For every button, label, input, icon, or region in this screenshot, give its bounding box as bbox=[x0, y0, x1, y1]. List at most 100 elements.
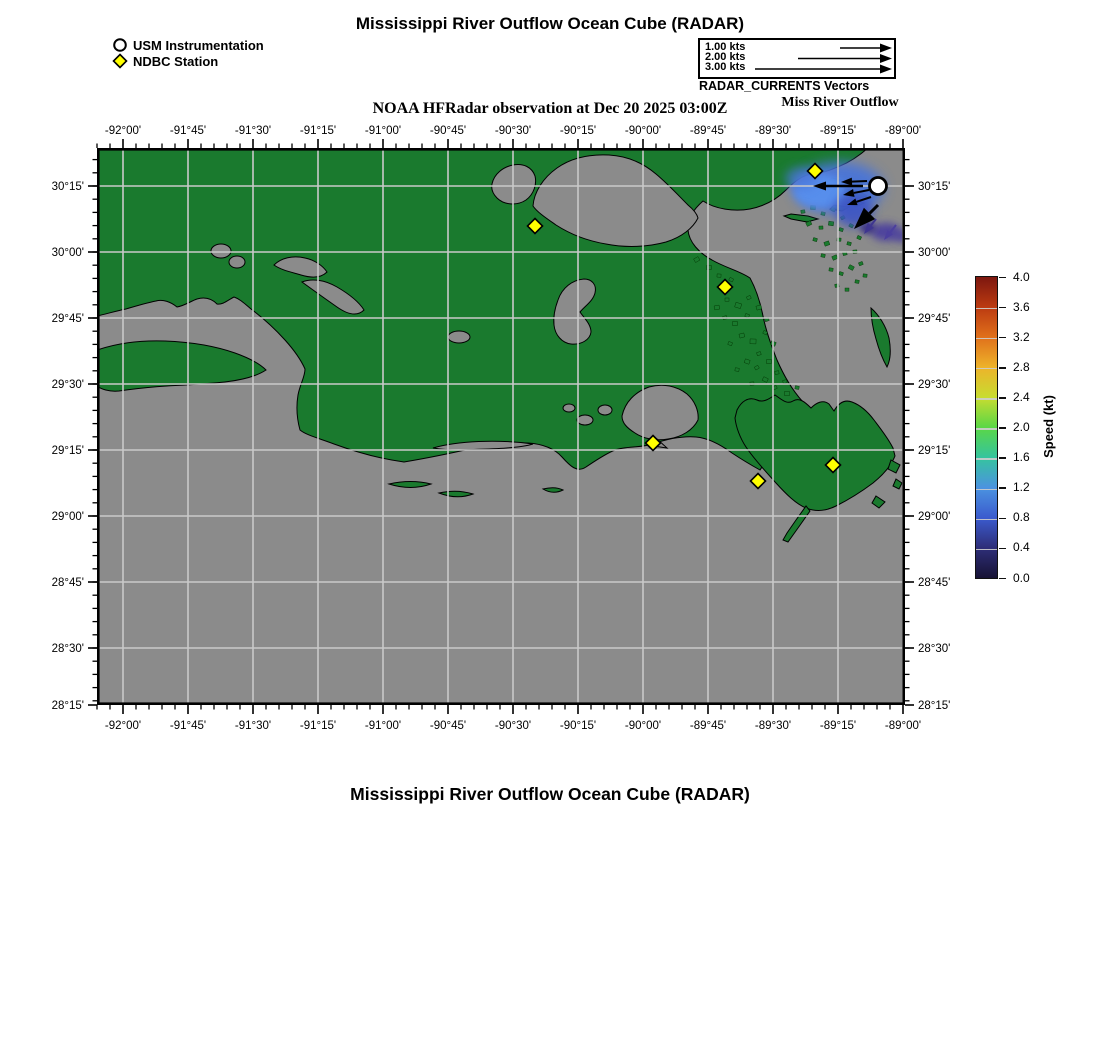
current-vector-arrow-head bbox=[864, 222, 874, 234]
colorbar-tick bbox=[999, 336, 1006, 339]
lon-tick-label: -90°30' bbox=[495, 125, 531, 137]
lake-verret bbox=[273, 256, 328, 278]
current-vector-arrow bbox=[856, 196, 872, 203]
marsh-speckle bbox=[818, 225, 824, 230]
lat-tick-label: 29°00' bbox=[52, 511, 84, 523]
speed-colorbar-title-wrap: Speed (kt) bbox=[1028, 276, 1068, 577]
ndbc-diamond-icon bbox=[112, 53, 128, 69]
marsh-speckle bbox=[828, 267, 834, 272]
coastal-map bbox=[97, 148, 905, 705]
colorbar-tick bbox=[999, 276, 1006, 279]
colorbar-separator bbox=[976, 518, 997, 520]
marsh-speckle bbox=[847, 264, 855, 271]
marsh-speckle bbox=[713, 304, 720, 311]
map-gridlines bbox=[97, 148, 905, 705]
lat-tick-label: 28°30' bbox=[52, 643, 84, 655]
barrier-island bbox=[387, 481, 433, 488]
small-lake bbox=[447, 330, 471, 344]
lake-salvador bbox=[553, 278, 596, 345]
lon-tick-label: -91°00' bbox=[365, 720, 401, 732]
vector-scale-1kt: 1.00 kts bbox=[705, 41, 746, 53]
colorbar-tick bbox=[999, 306, 1006, 309]
lat-tick-label: 29°00' bbox=[918, 511, 950, 523]
lon-tick-label: -90°45' bbox=[430, 720, 466, 732]
vector-scale-arrows bbox=[755, 43, 892, 74]
lat-tick-label: 29°30' bbox=[918, 379, 950, 391]
colorbar-tick bbox=[999, 457, 1006, 459]
chandeleur-islands bbox=[870, 306, 891, 369]
marsh-speckle bbox=[805, 220, 813, 227]
marsh-speckle bbox=[753, 364, 760, 371]
colorbar-separator bbox=[976, 428, 997, 430]
vector-scale-caption: RADAR_CURRENTS Vectors bbox=[699, 79, 870, 93]
lon-tick-label: -89°15' bbox=[820, 125, 856, 137]
current-vector-arrow-head bbox=[843, 188, 855, 197]
lat-tick-label: 29°45' bbox=[52, 313, 84, 325]
lon-tick-label: -89°00' bbox=[885, 125, 921, 137]
vector-scale-arrow-head bbox=[880, 54, 892, 63]
lon-tick-label: -91°45' bbox=[170, 125, 206, 137]
usm-circle-icon bbox=[113, 38, 127, 52]
marsh-speckle bbox=[746, 295, 752, 301]
marsh-speckle bbox=[812, 237, 818, 242]
marsh-speckle bbox=[774, 370, 780, 375]
marsh-speckle bbox=[716, 273, 722, 278]
current-vector-arrow bbox=[853, 189, 870, 194]
lon-tick-label: -90°15' bbox=[560, 720, 596, 732]
marsh-speckle bbox=[732, 321, 738, 326]
marsh-speckle bbox=[858, 261, 864, 267]
legend-usm-row: USM Instrumentation bbox=[112, 37, 264, 53]
lon-tick-label: -92°00' bbox=[105, 720, 141, 732]
colorbar-separator bbox=[976, 307, 997, 310]
colorbar-tick bbox=[999, 577, 1006, 580]
marsh-speckle bbox=[846, 241, 852, 246]
marsh-speckle bbox=[744, 313, 750, 319]
lat-tick-label: 28°30' bbox=[918, 643, 950, 655]
marsh-speckle bbox=[782, 379, 788, 384]
marsh-speckle bbox=[734, 302, 742, 309]
marsh-speckle bbox=[706, 265, 712, 270]
legend-usm-label: USM Instrumentation bbox=[133, 37, 264, 53]
small-bay bbox=[562, 403, 576, 413]
lon-tick-label: -89°45' bbox=[690, 720, 726, 732]
lon-tick-label: -89°45' bbox=[690, 125, 726, 137]
marsh-speckle bbox=[856, 235, 862, 241]
ndbc-station-marker bbox=[806, 162, 824, 180]
colorbar-tick bbox=[999, 517, 1006, 520]
bottom-title: Mississippi River Outflow Ocean Cube (RA… bbox=[350, 784, 750, 804]
current-vector-arrow bbox=[889, 224, 897, 233]
current-vector-arrow-head bbox=[841, 177, 853, 186]
lat-tick-label: 29°30' bbox=[52, 379, 84, 391]
colorbar-tick bbox=[999, 427, 1006, 429]
lat-tick-label: 29°15' bbox=[918, 445, 950, 457]
colorbar-tick bbox=[999, 367, 1006, 369]
lat-tick-label: 30°15' bbox=[52, 181, 84, 193]
speed-colorbar-title: Speed (kt) bbox=[1040, 395, 1056, 458]
marsh-speckle bbox=[749, 338, 757, 345]
map-axes: -92°00' -92°00' -91°45' -91°45' -91°30' -91°3… bbox=[52, 125, 951, 732]
lon-tick-label: -91°45' bbox=[170, 720, 206, 732]
ndbc-station-marker bbox=[526, 217, 544, 235]
current-speed-patch bbox=[893, 230, 905, 242]
vector-scale-box: 1.00 kts 2.00 kts 3.00 kts bbox=[698, 38, 896, 79]
ndbc-station-marker bbox=[644, 434, 662, 452]
lake-pontchartrain bbox=[532, 154, 699, 247]
small-bay bbox=[597, 404, 613, 416]
ndbc-station-marker bbox=[824, 456, 842, 474]
marsh-speckle bbox=[755, 304, 763, 311]
vector-scale-arrow-head bbox=[880, 43, 892, 53]
lat-tick-label: 28°15' bbox=[918, 700, 950, 712]
colorbar-separator bbox=[976, 458, 997, 460]
lon-tick-label: -90°30' bbox=[495, 720, 531, 732]
colorbar-separator bbox=[976, 368, 997, 370]
colorbar-separator bbox=[976, 488, 997, 490]
lat-tick-label: 30°00' bbox=[52, 247, 84, 259]
legend-ndbc-label: NDBC Station bbox=[133, 53, 219, 69]
lon-tick-label: -89°00' bbox=[885, 720, 921, 732]
lon-tick-label: -90°00' bbox=[625, 720, 661, 732]
colorbar-tick bbox=[999, 487, 1006, 489]
breton-island bbox=[871, 495, 886, 509]
lon-tick-label: -92°00' bbox=[105, 125, 141, 137]
current-vector-arrow-head bbox=[884, 230, 893, 240]
